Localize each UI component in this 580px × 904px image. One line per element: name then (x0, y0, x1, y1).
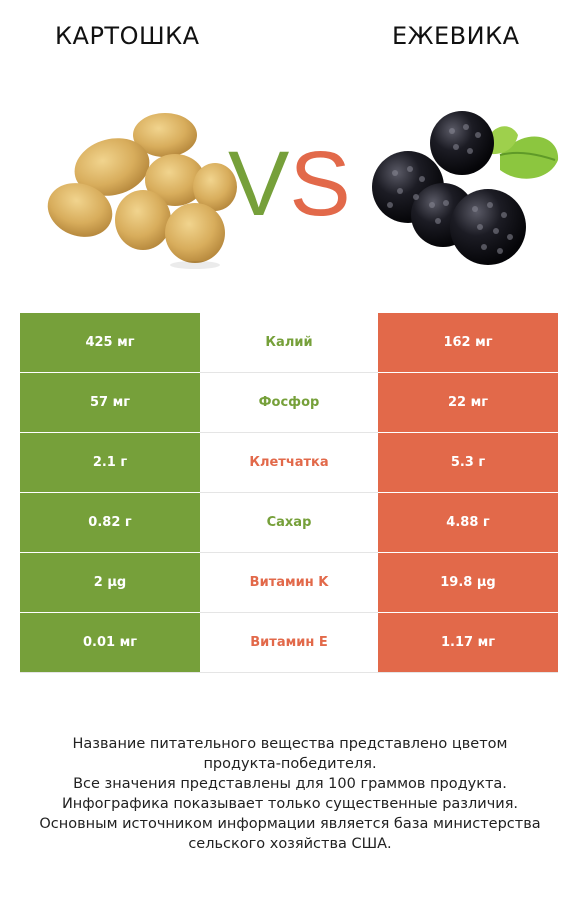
footer-notes: Название питательного вещества представл… (0, 734, 580, 854)
left-value: 57 мг (20, 373, 200, 433)
right-value: 162 мг (378, 313, 558, 373)
right-food-title: ЕЖЕВИКА (392, 22, 520, 50)
footer-line: Название питательного вещества представл… (72, 736, 508, 752)
nutrient-name: Фосфор (200, 373, 378, 433)
footer-line: продукта-победителя. (203, 756, 377, 772)
right-value: 5.3 г (378, 433, 558, 493)
table-row: 2.1 г Клетчатка 5.3 г (20, 433, 558, 493)
footer-line: Все значения представлены для 100 граммо… (73, 776, 507, 792)
table-row: 0.01 мг Витамин E 1.17 мг (20, 613, 558, 673)
potato-image (47, 113, 237, 269)
table-row: 57 мг Фосфор 22 мг (20, 373, 558, 433)
table-row: 2 µg Витамин K 19.8 µg (20, 553, 558, 613)
comparison-table: 425 мг Калий 162 мг 57 мг Фосфор 22 мг 2.1 г Кл… (20, 313, 558, 673)
left-value: 0.82 г (20, 493, 200, 553)
footer-line: сельского хозяйства США. (188, 836, 392, 852)
vs-v: V (228, 133, 290, 235)
footer-line: Инфографика показывает только существенн… (61, 796, 519, 812)
left-food-title: КАРТОШКА (55, 22, 200, 50)
right-value: 19.8 µg (378, 553, 558, 613)
table-row: 0.82 г Сахар 4.88 г (20, 493, 558, 553)
right-value: 22 мг (378, 373, 558, 433)
left-value: 2.1 г (20, 433, 200, 493)
nutrient-name: Клетчатка (200, 433, 378, 493)
right-value: 1.17 мг (378, 613, 558, 673)
blackberry-image (372, 111, 559, 265)
right-value: 4.88 г (378, 493, 558, 553)
vs-label: VS (228, 138, 351, 230)
nutrient-name: Витамин E (200, 613, 378, 673)
table-row: 425 мг Калий 162 мг (20, 313, 558, 373)
vs-s: S (289, 133, 351, 235)
left-value: 2 µg (20, 553, 200, 613)
nutrient-name: Калий (200, 313, 378, 373)
nutrient-name: Витамин K (200, 553, 378, 613)
left-value: 0.01 мг (20, 613, 200, 673)
nutrient-name: Сахар (200, 493, 378, 553)
left-value: 425 мг (20, 313, 200, 373)
footer-line: Основным источником информации является … (39, 816, 541, 832)
